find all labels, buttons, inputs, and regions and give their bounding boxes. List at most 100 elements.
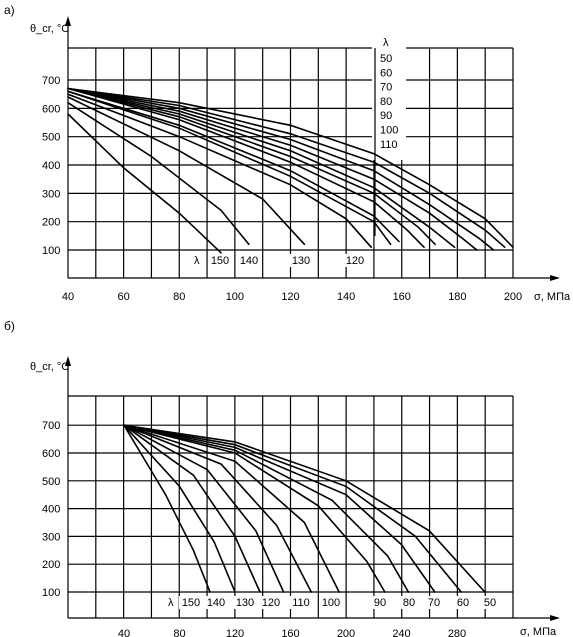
panel-b-y-tick: 700: [42, 420, 60, 432]
panel-a-x-tick: 100: [226, 291, 244, 303]
panel-a-bottom-label-bg: [208, 254, 232, 267]
panel-a-bottom-label-bg: [343, 254, 367, 267]
panel-a-legend-item: 100: [380, 125, 398, 137]
panel-b-series-line: [123, 424, 486, 593]
panel-b-ylabel: θ_cr, °C: [30, 361, 69, 373]
panel-b-xlabel: σ, МПа: [520, 626, 557, 637]
panel-a-series-line: [67, 90, 392, 246]
panel-b-series-line: [123, 424, 285, 593]
panel-b-bottom-label-bg: [397, 596, 421, 609]
panel-b-y-tick: 200: [42, 559, 60, 571]
panel-b-bottom-label: 110: [292, 597, 310, 609]
panel-b-bottom-lambda: λ: [168, 597, 174, 609]
panel-a-series-line: [67, 87, 506, 248]
panel-b-y-arrow: [65, 356, 71, 366]
panel-a-x-tick: 180: [448, 291, 466, 303]
panel-b-bottom-label: 140: [207, 597, 225, 609]
panel-b-series-line: [123, 424, 261, 593]
panel-a-ylabel: θ_cr, °C: [30, 23, 69, 35]
panel-b-bottom-label: 130: [236, 597, 254, 609]
panel-b-x-tick: 40: [118, 628, 130, 637]
panel-a-x-tick: 60: [118, 291, 130, 303]
panel-a-series-line: [67, 96, 306, 246]
panel-b-y-tick: 400: [42, 504, 60, 516]
panel-a-lambda-symbol: λ: [383, 37, 389, 49]
panel-a-xlabel: σ, МПа: [534, 291, 571, 303]
panel-b-bottom-label: 100: [322, 597, 340, 609]
panel-a-x-tick: 160: [393, 291, 411, 303]
panel-b-bottom-label-bg: [422, 596, 446, 609]
panel-b-x-tick: 200: [337, 628, 355, 637]
panel-b-bottom-label-bg: [319, 596, 343, 609]
panel-b-x-tick: 240: [392, 628, 410, 637]
panel-b-bottom-label: 80: [403, 597, 415, 609]
panel-a-y-tick: 300: [42, 188, 60, 200]
panel-a-y-arrow: [65, 16, 71, 26]
panel-a-y-tick: 400: [42, 160, 60, 172]
panel-a-y-tick: 700: [42, 75, 60, 87]
panel-a-bottom-label-bg: [289, 254, 313, 267]
panel-a-legend-bg: [372, 46, 406, 160]
panel-a-y-tick: 500: [42, 132, 60, 144]
panel-a-series-line: [67, 113, 222, 254]
panel-a-label: а): [4, 3, 15, 17]
panel-b-x-tick: 280: [448, 628, 466, 637]
panel-b-x-tick: 80: [173, 628, 185, 637]
panel-b-label: б): [4, 319, 15, 333]
panel-a-bottom-label: 150: [211, 255, 229, 267]
panel-a-legend-item: 50: [380, 53, 392, 65]
panel-a-series-line: [67, 87, 436, 246]
panel-b-series-line: [123, 424, 313, 593]
panel-b-bottom-label-bg: [478, 596, 502, 609]
panel-b-x-tick: 160: [281, 628, 299, 637]
panel-a-series-line: [67, 101, 250, 246]
panel-a-bottom-label-bg: [237, 254, 261, 267]
panel-b-bottom-label-bg: [179, 596, 203, 609]
panel-a-series-line: [67, 87, 514, 248]
panel-a-x-tick: 200: [504, 291, 522, 303]
panel-a-legend-item: 60: [380, 67, 392, 79]
panel-a-x-arrow: [550, 275, 560, 281]
panel-a-x-tick: 40: [62, 291, 74, 303]
panel-a-series-line: [67, 90, 400, 243]
panel-b-series-line: [123, 424, 410, 593]
panel-b-y-tick: 300: [42, 531, 60, 543]
panel-b-series-line: [123, 424, 236, 593]
panel-b-bottom-label: 60: [457, 597, 469, 609]
panel-a-bottom-lambda: λ: [194, 255, 200, 267]
panel-b-bottom-label-bg: [368, 596, 392, 609]
panel-a-x-tick: 80: [173, 291, 185, 303]
panel-a-series-line: [67, 87, 456, 248]
panel-a-series-line: [67, 87, 478, 251]
panel-b-y-tick: 100: [42, 587, 60, 599]
panel-a-y-tick: 200: [42, 217, 60, 229]
panel-a-x-tick: 140: [337, 291, 355, 303]
panel-b-series-line: [123, 424, 386, 593]
panel-a-bottom-label: 130: [292, 255, 310, 267]
panel-b-bottom-label: 70: [428, 597, 440, 609]
panel-b-bottom-label-bg: [259, 596, 283, 609]
panel-b-series-line: [123, 424, 462, 593]
panel-b-bottom-label: 90: [374, 597, 386, 609]
panel-b-bottom-label: 150: [182, 597, 200, 609]
panel-b-x-tick: 120: [226, 628, 244, 637]
panel-b-bottom-label: 50: [484, 597, 496, 609]
panel-b-bottom-label-bg: [233, 596, 257, 609]
panel-a-series-line: [67, 87, 495, 251]
panel-a-series-line: [67, 87, 425, 248]
panel-a-bottom-label: 140: [240, 255, 258, 267]
panel-b-series-line: [123, 424, 340, 593]
panel-b-series-line: [123, 424, 211, 593]
panel-a-y-tick: 100: [42, 245, 60, 257]
panel-a-x-tick: 120: [281, 291, 299, 303]
panel-a-legend-item: 70: [380, 82, 392, 94]
panel-a-legend-item: 80: [380, 96, 392, 108]
panel-b-bottom-label-bg: [204, 596, 228, 609]
panel-b-bottom-label-bg: [451, 596, 475, 609]
panel-a-legend-item: 110: [380, 139, 398, 151]
panel-a-bottom-label: 120: [346, 255, 364, 267]
panel-b-x-arrow: [550, 615, 560, 621]
panel-b-y-tick: 600: [42, 448, 60, 460]
panel-a-legend-item: 90: [380, 110, 392, 122]
